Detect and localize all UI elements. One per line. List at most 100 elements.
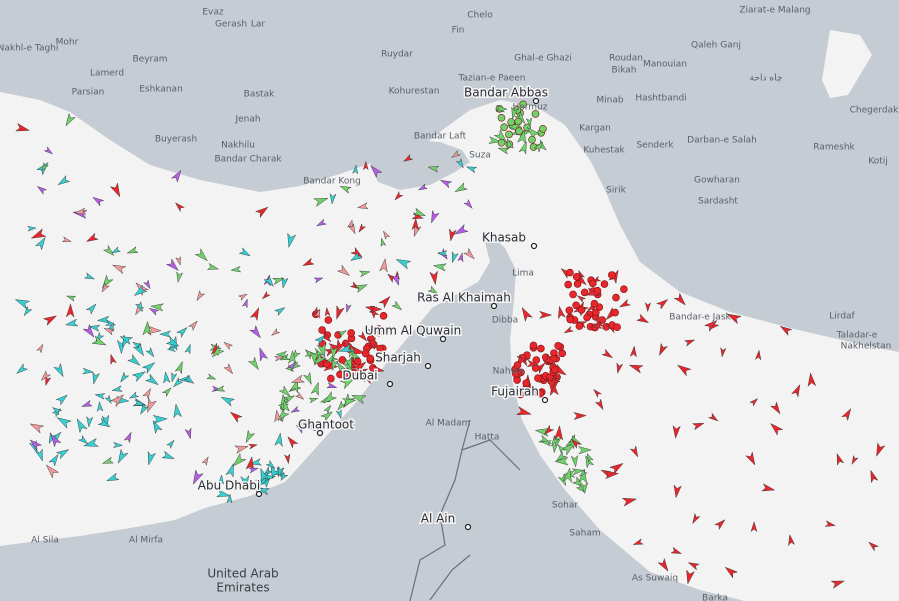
vessel[interactable] bbox=[257, 486, 270, 496]
vessel[interactable] bbox=[337, 328, 348, 338]
vessel[interactable] bbox=[577, 306, 586, 314]
vessel[interactable] bbox=[629, 345, 637, 358]
vessel[interactable] bbox=[144, 397, 157, 414]
vessel[interactable] bbox=[450, 149, 461, 160]
vessel[interactable] bbox=[873, 442, 886, 458]
vessel[interactable] bbox=[104, 394, 113, 404]
vessel[interactable] bbox=[290, 361, 302, 371]
vessel[interactable] bbox=[369, 305, 383, 314]
vessel[interactable] bbox=[83, 437, 100, 450]
vessel[interactable] bbox=[834, 452, 845, 466]
vessel[interactable] bbox=[243, 429, 256, 444]
vessel[interactable] bbox=[657, 557, 671, 574]
vessel[interactable] bbox=[241, 298, 249, 309]
vessel[interactable] bbox=[28, 437, 43, 452]
vessel[interactable] bbox=[91, 335, 108, 349]
vessel[interactable] bbox=[206, 262, 220, 272]
vessel[interactable] bbox=[165, 336, 180, 349]
vessel[interactable] bbox=[14, 296, 31, 310]
vessel[interactable] bbox=[608, 271, 616, 279]
vessel[interactable] bbox=[248, 442, 258, 450]
vessel[interactable] bbox=[74, 417, 88, 434]
vessel[interactable] bbox=[230, 452, 247, 470]
vessel[interactable] bbox=[511, 369, 520, 378]
vessel[interactable] bbox=[336, 400, 347, 412]
vessel[interactable] bbox=[534, 374, 542, 382]
vessel[interactable] bbox=[361, 370, 373, 386]
vessel[interactable] bbox=[295, 422, 304, 434]
vessel[interactable] bbox=[687, 560, 700, 571]
vessel[interactable] bbox=[249, 306, 262, 322]
vessel[interactable] bbox=[366, 328, 378, 336]
vessel[interactable] bbox=[770, 401, 783, 416]
vessel[interactable] bbox=[141, 360, 157, 374]
vessel[interactable] bbox=[531, 110, 540, 118]
vessel[interactable] bbox=[274, 432, 284, 448]
vessel[interactable] bbox=[265, 459, 277, 471]
vessel[interactable] bbox=[285, 435, 299, 449]
vessel[interactable] bbox=[161, 450, 175, 462]
vessel[interactable] bbox=[402, 153, 414, 164]
vessel[interactable] bbox=[42, 312, 58, 327]
vessel[interactable] bbox=[152, 414, 168, 424]
vessel[interactable] bbox=[349, 251, 363, 263]
vessel[interactable] bbox=[526, 381, 538, 396]
vessel[interactable] bbox=[368, 163, 383, 179]
vessel[interactable] bbox=[867, 540, 879, 552]
vessel[interactable] bbox=[550, 365, 559, 374]
vessel[interactable] bbox=[286, 360, 298, 372]
vessel[interactable] bbox=[81, 399, 93, 409]
vessel[interactable] bbox=[350, 345, 366, 357]
vessel[interactable] bbox=[453, 223, 469, 237]
vessel[interactable] bbox=[349, 349, 361, 363]
vessel[interactable] bbox=[707, 412, 720, 423]
vessel[interactable] bbox=[96, 315, 111, 324]
vessel[interactable] bbox=[453, 182, 468, 195]
vessel[interactable] bbox=[22, 305, 33, 317]
vessel[interactable] bbox=[314, 308, 322, 319]
vessel[interactable] bbox=[194, 289, 206, 303]
vessel[interactable] bbox=[565, 306, 574, 315]
vessel[interactable] bbox=[329, 193, 337, 205]
vessel[interactable] bbox=[249, 483, 264, 495]
vessel[interactable] bbox=[82, 367, 94, 375]
vessel[interactable] bbox=[270, 327, 281, 338]
vessel[interactable] bbox=[601, 348, 614, 360]
vessel[interactable] bbox=[556, 443, 566, 454]
vessel[interactable] bbox=[323, 404, 333, 415]
vessel[interactable] bbox=[126, 246, 139, 256]
vessel[interactable] bbox=[150, 303, 165, 312]
vessel[interactable] bbox=[572, 301, 580, 310]
vessel[interactable] bbox=[320, 409, 335, 423]
vessel[interactable] bbox=[226, 493, 233, 504]
vessel[interactable] bbox=[217, 474, 224, 485]
vessel[interactable] bbox=[145, 450, 156, 466]
vessel[interactable] bbox=[268, 464, 280, 480]
vessel[interactable] bbox=[573, 412, 587, 421]
vessel[interactable] bbox=[109, 182, 123, 198]
vessel[interactable] bbox=[220, 394, 236, 407]
vessel[interactable] bbox=[88, 324, 101, 332]
vessel[interactable] bbox=[515, 406, 533, 419]
vessel[interactable] bbox=[488, 136, 502, 145]
vessel[interactable] bbox=[288, 350, 297, 365]
vessel[interactable] bbox=[576, 294, 587, 304]
vessel[interactable] bbox=[612, 293, 620, 302]
vessel[interactable] bbox=[455, 157, 465, 170]
vessel[interactable] bbox=[368, 336, 378, 350]
vessel[interactable] bbox=[64, 318, 79, 328]
vessel[interactable] bbox=[571, 476, 586, 490]
vessel[interactable] bbox=[94, 392, 106, 400]
vessel[interactable] bbox=[273, 409, 282, 423]
vessel[interactable] bbox=[74, 207, 87, 216]
vessel[interactable] bbox=[254, 204, 271, 219]
vessel[interactable] bbox=[341, 396, 357, 407]
vessel[interactable] bbox=[513, 376, 521, 384]
vessel[interactable] bbox=[65, 303, 75, 318]
vessel[interactable] bbox=[560, 440, 577, 456]
vessel[interactable] bbox=[583, 313, 591, 322]
vessel[interactable] bbox=[691, 420, 705, 431]
vessel[interactable] bbox=[173, 201, 185, 213]
vessel[interactable] bbox=[379, 311, 388, 320]
vessel[interactable] bbox=[324, 306, 331, 317]
